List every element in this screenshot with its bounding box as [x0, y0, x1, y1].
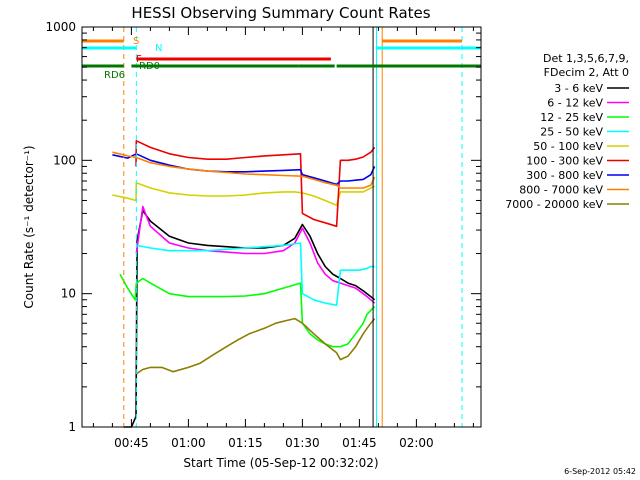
series-line-300-800-kev [112, 153, 376, 186]
legend-label-7000-20000-kev: 7000 - 20000 keV [505, 198, 603, 211]
plot-frame [81, 26, 482, 428]
y-axis-ticks: 1 10 100 1000 [45, 20, 481, 434]
chart-title: HESSI Observing Summary Count Rates [131, 4, 430, 22]
series-line-12-25-kev [119, 273, 376, 348]
y-tick-label: 1 [68, 420, 76, 434]
legend-label-3-6-kev: 3 - 6 keV [554, 82, 603, 95]
y-tick-label: 1000 [45, 20, 76, 34]
marker-layer [123, 27, 463, 427]
series-layer [112, 140, 376, 428]
series-line-50-100-kev [112, 181, 375, 207]
flag-label-rd6: RD6 [104, 70, 125, 81]
legend-label-100-300-kev: 100 - 300 keV [526, 155, 603, 168]
flag-layer: S N F RD6 RD0 [82, 36, 481, 81]
x-tick-label: 01:00 [171, 436, 206, 450]
legend-label-50-100-kev: 50 - 100 keV [533, 140, 603, 153]
flag-label-s: S [133, 36, 139, 47]
series-line-6-12-kev [135, 205, 376, 304]
series-line-800-7000-kev [112, 151, 376, 189]
flag-label-f: F [136, 54, 142, 65]
footer-date: 6-Sep-2012 05:42 [564, 467, 636, 476]
x-tick-label: 01:15 [228, 436, 263, 450]
legend-label-6-12-kev: 6 - 12 keV [547, 97, 603, 110]
x-axis-ticks: 00:45 01:00 01:15 01:30 01:45 02:00 [92, 27, 474, 450]
legend: Det 1,3,5,6,7,9, FDecim 2, Att 0 3 - 6 k… [505, 52, 629, 211]
legend-header-line-2: FDecim 2, Att 0 [544, 66, 629, 79]
legend-label-800-7000-kev: 800 - 7000 keV [519, 184, 603, 197]
x-tick-label: 02:00 [399, 436, 434, 450]
series-line-3-6-kev [123, 209, 376, 428]
x-tick-label: 01:45 [342, 436, 377, 450]
legend-label-12-25-kev: 12 - 25 keV [540, 111, 603, 124]
flag-label-rdo: RD0 [139, 61, 160, 72]
y-tick-label: 10 [61, 287, 76, 301]
legend-header-line-1: Det 1,3,5,6,7,9, [543, 52, 629, 65]
x-axis-label: Start Time (05-Sep-12 00:32:02) [183, 456, 378, 470]
x-tick-label: 00:45 [114, 436, 149, 450]
y-axis-label: Count Rate (s⁻¹ detector⁻¹) [22, 145, 36, 308]
legend-label-25-50-kev: 25 - 50 keV [540, 126, 603, 139]
series-line-100-300-kev [135, 140, 376, 228]
flag-label-n: N [155, 43, 162, 54]
legend-label-300-800-kev: 300 - 800 keV [526, 169, 603, 182]
series-line-7000-20000-kev [135, 317, 376, 375]
series-line-25-50-kev [136, 242, 375, 307]
y-tick-label: 100 [53, 153, 76, 167]
x-tick-label: 01:30 [285, 436, 320, 450]
